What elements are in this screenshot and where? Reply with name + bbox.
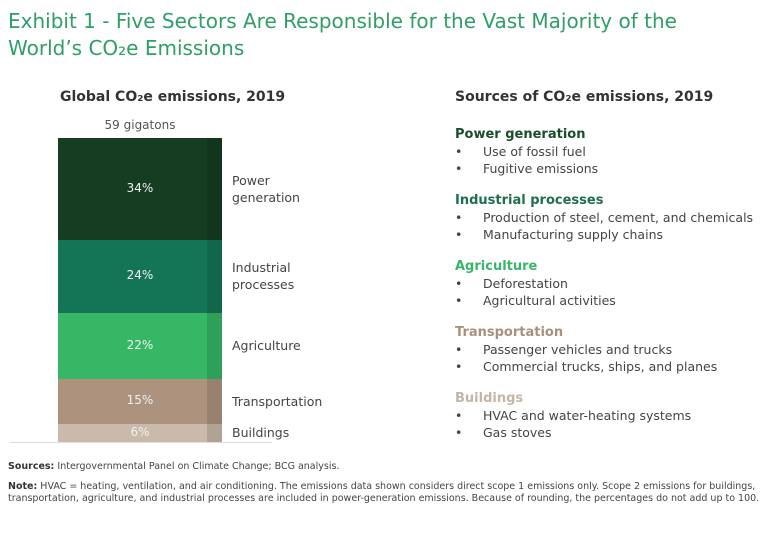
category-label: Transportation: [232, 393, 323, 409]
sources-label: Sources:: [8, 461, 55, 472]
list-item: Manufacturing supply chains: [455, 226, 765, 243]
list-item: HVAC and water-heating systems: [455, 407, 765, 424]
exhibit-title: Exhibit 1 - Five Sectors Are Responsible…: [8, 9, 677, 60]
note-label: Note:: [8, 481, 38, 492]
source-group: TransportationPassenger vehicles and tru…: [455, 324, 765, 375]
list-item: Production of steel, cement, and chemica…: [455, 209, 765, 226]
category-label: Agriculture: [232, 338, 301, 354]
group-heading: Buildings: [455, 391, 524, 406]
note: Note: HVAC = heating, ventilation, and a…: [8, 481, 760, 505]
bar-segment-industrial-processes: 24%: [58, 240, 222, 313]
bar-segment-buildings: 6%: [58, 423, 222, 442]
source-group: AgricultureDeforestationAgricultural act…: [455, 258, 765, 309]
bullet-list: HVAC and water-heating systemsGas stoves: [455, 407, 765, 441]
bullet-list: DeforestationAgricultural activities: [455, 275, 765, 309]
source-group: Industrial processesProduction of steel,…: [455, 192, 765, 243]
bar-segment-agriculture: 22%: [58, 312, 222, 379]
list-item: Passenger vehicles and trucks: [455, 341, 765, 358]
data-label: 24%: [126, 268, 154, 283]
list-item: Gas stoves: [455, 424, 765, 441]
sources-list: Power generationUse of fossil fuelFugiti…: [455, 126, 765, 456]
total-label: 59 gigatons: [104, 118, 176, 132]
category-label: Industrial processes: [232, 260, 295, 293]
bar-segment-power-generation: 34%: [58, 138, 222, 241]
group-heading: Power generation: [455, 127, 586, 142]
group-heading: Agriculture: [455, 259, 538, 274]
list-item: Fugitive emissions: [455, 160, 765, 177]
bullet-list: Use of fossil fuelFugitive emissions: [455, 143, 765, 177]
bar-segment-transportation: 15%: [58, 378, 222, 424]
source-group: Power generationUse of fossil fuelFugiti…: [455, 126, 765, 177]
segment-shade: [207, 240, 222, 313]
sources-note: Sources: Intergovernmental Panel on Clim…: [8, 461, 760, 473]
sources-text: Intergovernmental Panel on Climate Chang…: [57, 461, 340, 472]
list-item: Agricultural activities: [455, 292, 765, 309]
group-heading: Transportation: [455, 325, 564, 340]
segment-shade: [207, 138, 222, 241]
segment-shade: [207, 312, 222, 379]
note-text: HVAC = heating, ventilation, and air con…: [8, 481, 760, 504]
data-label: 22%: [126, 337, 154, 352]
bullet-list: Production of steel, cement, and chemica…: [455, 209, 765, 243]
bullet-list: Passenger vehicles and trucksCommercial …: [455, 341, 765, 375]
segment-shade: [207, 378, 222, 424]
segment-shade: [207, 423, 222, 442]
list-item: Use of fossil fuel: [455, 143, 765, 160]
list-item: Commercial trucks, ships, and planes: [455, 358, 765, 375]
group-heading: Industrial processes: [455, 193, 604, 208]
category-label: Buildings: [232, 425, 290, 441]
data-label: 34%: [126, 181, 154, 196]
data-label: 15%: [126, 393, 154, 408]
sources-title: Sources of CO₂e emissions, 2019: [455, 89, 714, 105]
chart-title: Global CO₂e emissions, 2019: [60, 89, 286, 105]
baseline: [10, 442, 272, 443]
source-group: BuildingsHVAC and water-heating systemsG…: [455, 390, 765, 441]
list-item: Deforestation: [455, 275, 765, 292]
category-label: Power generation: [232, 173, 300, 206]
data-label: 6%: [130, 424, 150, 439]
